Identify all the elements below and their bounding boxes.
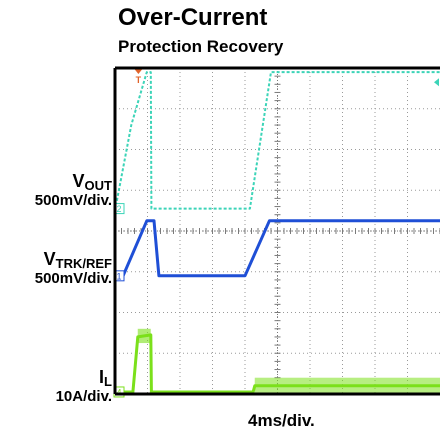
vtrk-label: VTRK/REF 500mV/div. [35, 250, 112, 286]
vtrk-label-name: V [43, 249, 56, 269]
il-label-sub: L [104, 374, 112, 389]
il-label: IL 10A/div. [56, 368, 112, 404]
vout-marker-number: 2 [116, 204, 121, 214]
trace-vtrk-ref [114, 219, 440, 280]
trace-il [115, 333, 440, 394]
trace-il-peak-band [137, 328, 151, 344]
chart-subtitle: Protection Recovery [118, 37, 284, 56]
vout-label-name: V [72, 171, 85, 191]
vout-label: VOUT 500mV/div. [35, 172, 112, 208]
vtrk-label-sub: TRK/REF [55, 256, 112, 271]
il-marker-number: 4 [116, 387, 121, 397]
il-label-name: I [99, 367, 105, 387]
il-scale: 10A/div. [55, 387, 112, 405]
time-scale-label: 4ms/div. [248, 411, 315, 430]
trace-vout [114, 71, 440, 211]
plot-traces [114, 71, 440, 394]
trigger-marker: T [134, 69, 143, 85]
vtrk-marker-number: 1 [116, 271, 121, 281]
trigger-marker-arrow [134, 69, 143, 74]
trace-il-noise-band [254, 377, 440, 394]
trigger-marker-label: T [136, 75, 142, 85]
vout-scale: 500mV/div. [34, 191, 112, 209]
chart-title: Over-Current [118, 4, 268, 31]
vout-label-sub: OUT [84, 178, 112, 193]
vout-level-arrow [434, 78, 439, 87]
plot-grid [114, 67, 440, 395]
vtrk-scale: 500mV/div. [34, 269, 112, 287]
